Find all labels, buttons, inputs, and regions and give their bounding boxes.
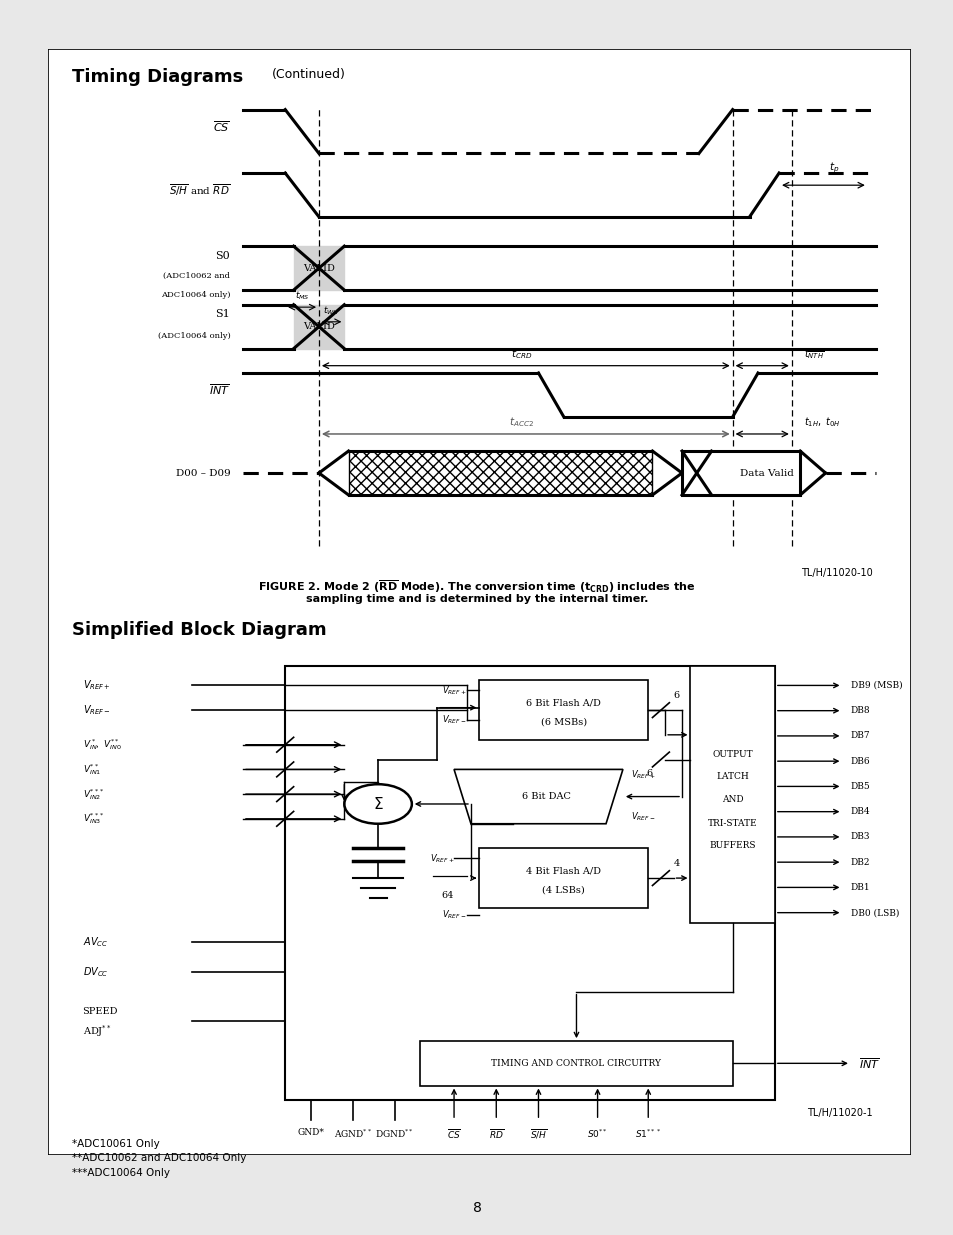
Text: $\overline{CS}$: $\overline{CS}$ [213, 120, 230, 133]
Text: 6: 6 [673, 692, 679, 700]
Text: TIMING AND CONTROL CIRCUITRY: TIMING AND CONTROL CIRCUITRY [491, 1058, 660, 1068]
Text: Data Valid: Data Valid [739, 468, 793, 478]
Text: $V_{IN3}^{***}$: $V_{IN3}^{***}$ [83, 811, 104, 826]
Text: BUFFERS: BUFFERS [709, 841, 755, 851]
Text: $\overline{S/H}$ and $\overline{RD}$: $\overline{S/H}$ and $\overline{RD}$ [169, 183, 230, 198]
Polygon shape [348, 451, 652, 495]
Text: DGND$^{**}$: DGND$^{**}$ [375, 1128, 414, 1140]
Text: $S0^{**}$: $S0^{**}$ [586, 1128, 607, 1140]
Text: $AV_{CC}$: $AV_{CC}$ [83, 935, 108, 950]
Text: 4 Bit Flash A/D: 4 Bit Flash A/D [526, 866, 600, 876]
Text: $\Sigma$: $\Sigma$ [373, 797, 383, 811]
Text: $t_p$: $t_p$ [828, 161, 839, 175]
Text: (4 LSBs): (4 LSBs) [542, 885, 584, 895]
Text: AND: AND [721, 794, 742, 804]
Text: 8: 8 [472, 1200, 481, 1215]
Text: FIGURE 2. Mode 2 ($\mathregular{\overline{RD}}$ Mode). The conversion time (t$\m: FIGURE 2. Mode 2 ($\mathregular{\overlin… [258, 578, 695, 595]
Text: DB0 (LSB): DB0 (LSB) [850, 908, 899, 918]
FancyBboxPatch shape [420, 1041, 732, 1086]
Text: 4: 4 [673, 860, 679, 868]
Text: $t_{CRD}$: $t_{CRD}$ [511, 347, 532, 361]
Text: $t_{ACC2}$: $t_{ACC2}$ [509, 415, 534, 429]
Text: $V_{REF+}$: $V_{REF+}$ [83, 678, 111, 693]
Text: S0: S0 [215, 251, 230, 261]
Text: OUTPUT: OUTPUT [712, 750, 752, 760]
Text: ***ADC10064 Only: ***ADC10064 Only [71, 1168, 170, 1178]
Text: DB8: DB8 [850, 706, 869, 715]
Text: S1: S1 [215, 310, 230, 320]
Text: $V_{REF-}$: $V_{REF-}$ [83, 703, 111, 718]
Text: $V_{REF-}$: $V_{REF-}$ [631, 810, 655, 823]
Text: TRI-STATE: TRI-STATE [707, 819, 757, 829]
Text: 6: 6 [646, 769, 652, 778]
Text: GND*: GND* [296, 1128, 324, 1136]
Text: DB4: DB4 [850, 808, 869, 816]
Text: VALID: VALID [303, 263, 335, 273]
Text: DB5: DB5 [850, 782, 870, 790]
Text: AGND$^{**}$: AGND$^{**}$ [334, 1128, 372, 1140]
Text: **ADC10062 and ADC10064 Only: **ADC10062 and ADC10064 Only [71, 1153, 246, 1163]
Text: (ADC10064 only): (ADC10064 only) [157, 332, 230, 341]
Text: ADJ$^{**}$: ADJ$^{**}$ [83, 1024, 112, 1039]
Text: *ADC10061 Only: *ADC10061 Only [71, 1139, 159, 1149]
Text: $t_{MS}$: $t_{MS}$ [294, 290, 309, 303]
Text: $V_{IN1}^{**}$: $V_{IN1}^{**}$ [83, 762, 101, 777]
Text: $V_{IN}^*,\ V_{IN0}^{**}$: $V_{IN}^*,\ V_{IN0}^{**}$ [83, 737, 121, 752]
Text: Timing Diagrams: Timing Diagrams [71, 68, 243, 86]
FancyBboxPatch shape [479, 680, 648, 740]
Text: ADC10064 only): ADC10064 only) [161, 291, 230, 299]
Text: $\overline{INT}$: $\overline{INT}$ [859, 1056, 880, 1071]
Polygon shape [454, 769, 622, 824]
Text: $\overline{CS}$: $\overline{CS}$ [447, 1128, 460, 1141]
Text: DB7: DB7 [850, 731, 869, 741]
Text: TL/H/11020-10: TL/H/11020-10 [801, 568, 872, 578]
Text: DB6: DB6 [850, 757, 869, 766]
Text: 6 Bit Flash A/D: 6 Bit Flash A/D [526, 698, 600, 708]
Text: DB3: DB3 [850, 832, 869, 841]
Text: sampling time and is determined by the internal timer.: sampling time and is determined by the i… [306, 594, 647, 604]
Text: VALID: VALID [303, 322, 335, 331]
Text: $V_{IN2}^{***}$: $V_{IN2}^{***}$ [83, 787, 104, 802]
Text: Simplified Block Diagram: Simplified Block Diagram [71, 621, 326, 640]
Text: (Continued): (Continued) [272, 68, 345, 82]
Text: (6 MSBs): (6 MSBs) [540, 718, 586, 727]
FancyBboxPatch shape [681, 451, 800, 495]
Text: LATCH: LATCH [716, 772, 748, 782]
Text: $t_{\overline{NTH}}$: $t_{\overline{NTH}}$ [803, 347, 823, 361]
FancyBboxPatch shape [690, 666, 774, 923]
Text: $\overline{INT}$: $\overline{INT}$ [209, 383, 230, 398]
Text: $\overline{S/H}$: $\overline{S/H}$ [529, 1128, 547, 1141]
FancyBboxPatch shape [48, 49, 910, 1155]
Text: DB2: DB2 [850, 857, 869, 867]
Text: $\overline{RD}$: $\overline{RD}$ [488, 1128, 503, 1141]
Text: SPEED: SPEED [83, 1007, 118, 1016]
FancyBboxPatch shape [285, 666, 774, 1100]
Text: DB9 (MSB): DB9 (MSB) [850, 680, 902, 690]
Text: $V_{REF+}$: $V_{REF+}$ [429, 852, 454, 864]
Text: $t_{1H},\ t_{0H}$: $t_{1H},\ t_{0H}$ [803, 415, 841, 429]
FancyBboxPatch shape [479, 848, 648, 908]
Text: $t_{WH}$: $t_{WH}$ [323, 304, 339, 317]
Text: $DV_{CC}$: $DV_{CC}$ [83, 965, 108, 979]
Text: TL/H/11020-1: TL/H/11020-1 [806, 1108, 872, 1118]
Text: D00 – D09: D00 – D09 [175, 468, 230, 478]
Text: (ADC10062 and: (ADC10062 and [163, 272, 230, 279]
Text: $V_{REF+}$: $V_{REF+}$ [631, 768, 655, 781]
Text: 64: 64 [441, 890, 454, 900]
Text: 6 Bit DAC: 6 Bit DAC [522, 792, 571, 802]
Text: $S1^{***}$: $S1^{***}$ [635, 1128, 660, 1140]
Text: $V_{REF-}$: $V_{REF-}$ [442, 714, 466, 726]
Text: $V_{REF+}$: $V_{REF+}$ [442, 684, 466, 697]
Text: DB1: DB1 [850, 883, 869, 892]
Text: $V_{REF-}$: $V_{REF-}$ [442, 909, 466, 921]
